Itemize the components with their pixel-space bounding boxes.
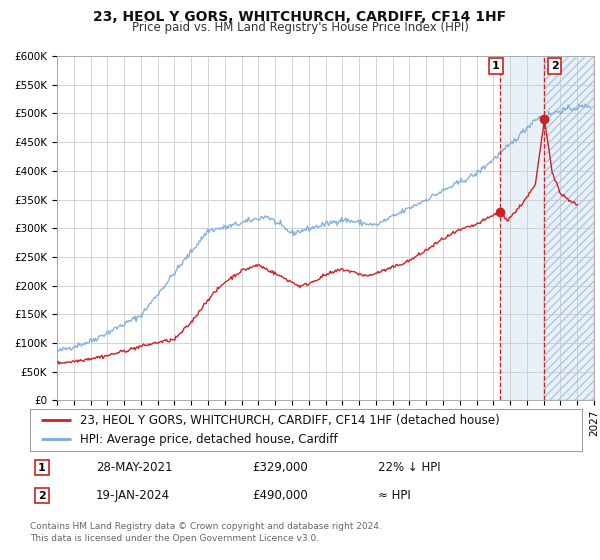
Text: 1: 1 (38, 463, 46, 473)
Text: 22% ↓ HPI: 22% ↓ HPI (378, 461, 440, 474)
Text: Contains HM Land Registry data © Crown copyright and database right 2024.: Contains HM Land Registry data © Crown c… (30, 522, 382, 531)
Text: 23, HEOL Y GORS, WHITCHURCH, CARDIFF, CF14 1HF (detached house): 23, HEOL Y GORS, WHITCHURCH, CARDIFF, CF… (80, 414, 499, 427)
Text: £490,000: £490,000 (252, 489, 308, 502)
Bar (544, 56, 594, 400)
Text: 19-JAN-2024: 19-JAN-2024 (96, 489, 170, 502)
Text: This data is licensed under the Open Government Licence v3.0.: This data is licensed under the Open Gov… (30, 534, 319, 543)
Text: 28-MAY-2021: 28-MAY-2021 (96, 461, 173, 474)
Text: Price paid vs. HM Land Registry's House Price Index (HPI): Price paid vs. HM Land Registry's House … (131, 21, 469, 34)
Text: 1: 1 (492, 61, 500, 71)
Text: HPI: Average price, detached house, Cardiff: HPI: Average price, detached house, Card… (80, 433, 337, 446)
Bar (500, 56, 594, 400)
Text: 2: 2 (38, 491, 46, 501)
Text: 23, HEOL Y GORS, WHITCHURCH, CARDIFF, CF14 1HF: 23, HEOL Y GORS, WHITCHURCH, CARDIFF, CF… (94, 10, 506, 24)
Text: £329,000: £329,000 (252, 461, 308, 474)
Text: ≈ HPI: ≈ HPI (378, 489, 411, 502)
Text: 2: 2 (551, 61, 559, 71)
